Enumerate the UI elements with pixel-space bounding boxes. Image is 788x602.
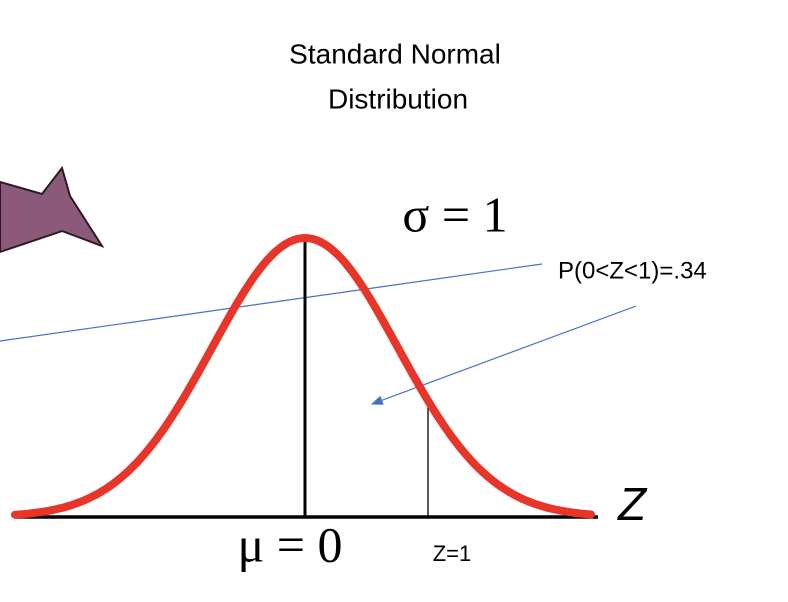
z1-label: Z=1 <box>433 541 472 566</box>
axis-label: Z <box>617 478 648 530</box>
title: Distribution <box>328 83 468 114</box>
normal-curve <box>11 233 595 519</box>
sigma-label: σ = 1 <box>402 186 507 242</box>
pointer-line <box>0 263 543 342</box>
star-shape <box>0 165 105 254</box>
probability-label: P(0<Z<1)=.34 <box>558 257 707 284</box>
mu-label: μ = 0 <box>237 516 342 572</box>
title: Standard Normal <box>289 38 501 69</box>
pointer-arrow <box>370 305 637 405</box>
